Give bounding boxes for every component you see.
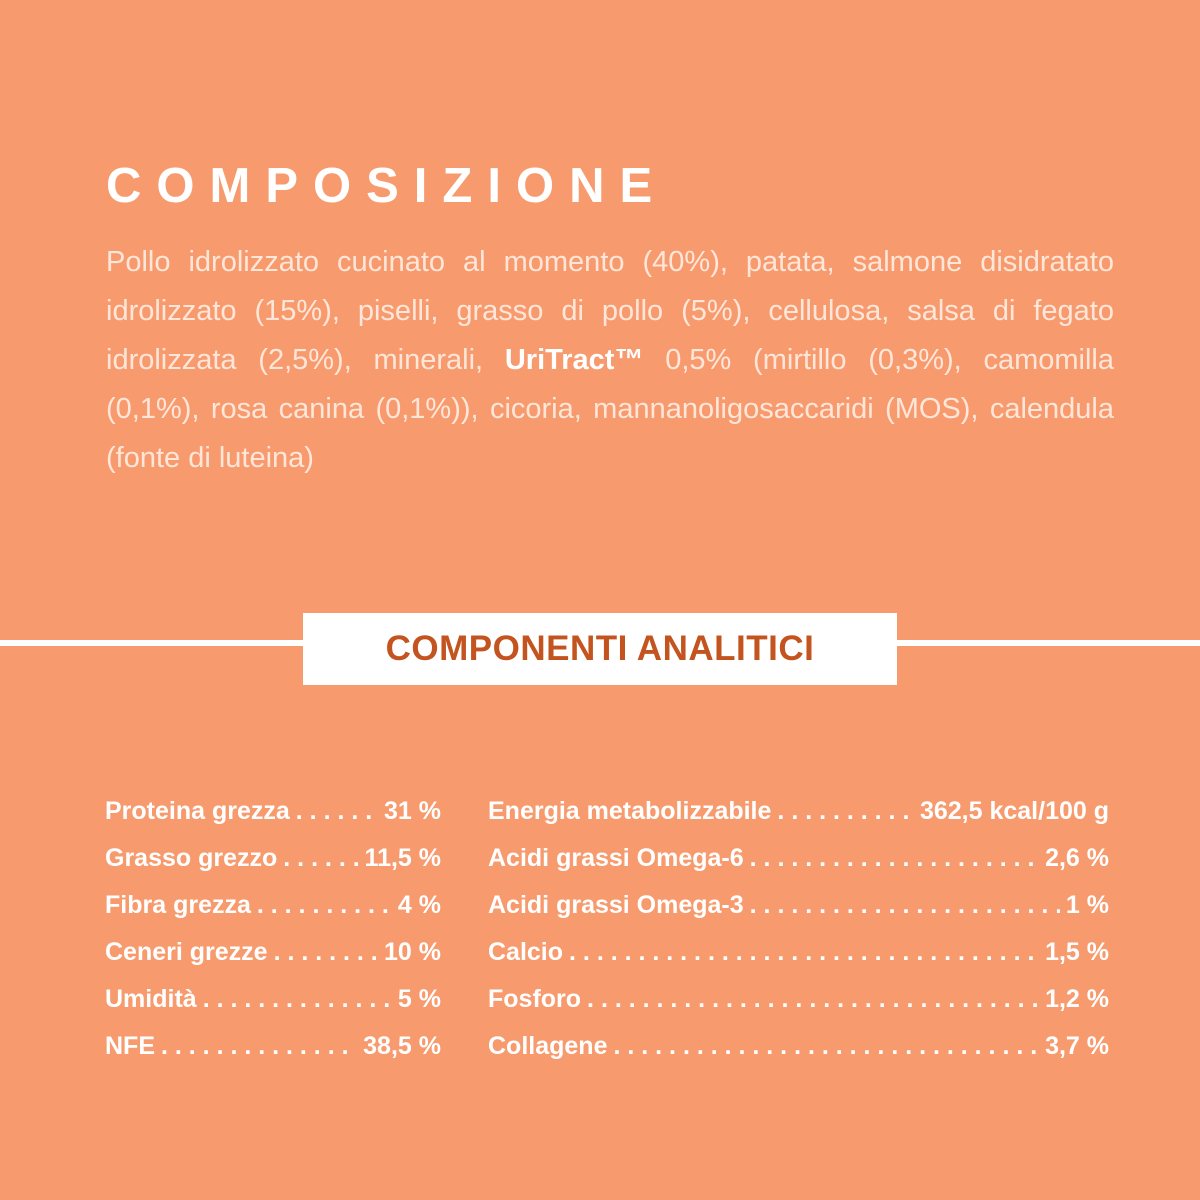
analytic-label: Grasso grezzo: [105, 844, 278, 872]
analytic-value: 3,7 %: [1045, 1032, 1109, 1060]
dot-leader: [587, 985, 1039, 1014]
composition-text-after: 0,5% (mirtillo (0,3%), camomilla (0,1%),…: [106, 344, 1114, 474]
analytic-label: Proteina grezza: [105, 797, 290, 825]
dot-leader: [257, 891, 392, 920]
analytic-value: 4 %: [397, 891, 441, 919]
analytic-value: 10 %: [384, 938, 441, 966]
analytic-row: Fibra grezza 4 %: [105, 891, 441, 938]
composition-text-before: Pollo idrolizzato cucinato al momento (4…: [106, 246, 1114, 376]
analytic-value: 1,5 %: [1045, 938, 1109, 966]
dot-leader: [750, 844, 1039, 873]
dot-leader: [274, 938, 378, 967]
analytic-value: 38,5 %: [363, 1032, 441, 1060]
analytic-value: 1,2 %: [1045, 985, 1109, 1013]
dot-leader: [296, 797, 378, 826]
dot-leader: [569, 938, 1039, 967]
analytic-row: Proteina grezza 31 %: [105, 797, 441, 844]
dot-leader: [161, 1032, 357, 1061]
dot-leader: [283, 844, 358, 873]
analytic-label: Calcio: [488, 938, 564, 966]
analytic-row: Ceneri grezze 10 %: [105, 938, 441, 985]
analytic-row: Energia metabolizzabile 362,5 kcal/100 g: [488, 797, 1109, 844]
analytic-value: 1 %: [1065, 891, 1109, 919]
composition-brand: UriTract™: [504, 344, 644, 376]
analytics-title: COMPONENTI ANALITICI: [385, 629, 815, 668]
analytic-value: 362,5 kcal/100 g: [919, 797, 1109, 825]
analytic-label: Energia metabolizzabile: [488, 797, 772, 825]
analytics-left-column: Proteina grezza31 % Grasso grezzo11,5 % …: [105, 797, 441, 1079]
analytic-row: NFE 38,5 %: [105, 1032, 441, 1079]
analytics-title-box: COMPONENTI ANALITICI: [303, 613, 897, 685]
analytic-label: Collagene: [488, 1032, 608, 1060]
analytic-row: Fosforo 1,2 %: [488, 985, 1109, 1032]
analytic-row: Collagene 3,7 %: [488, 1032, 1109, 1079]
analytic-value: 11,5 %: [364, 844, 441, 872]
dot-leader: [203, 985, 392, 1014]
analytic-value: 5 %: [397, 985, 441, 1013]
analytic-row: Acidi grassi Omega-6 2,6 %: [488, 844, 1109, 891]
composition-text: Pollo idrolizzato cucinato al momento (4…: [106, 238, 1114, 483]
analytic-row: Umidità 5 %: [105, 985, 441, 1032]
analytic-label: Acidi grassi Omega-3: [488, 891, 744, 919]
analytic-label: Fibra grezza: [105, 891, 251, 919]
analytic-row: Grasso grezzo 11,5 %: [105, 844, 441, 891]
analytic-label: Umidità: [105, 985, 197, 1013]
analytic-row: Calcio 1,5 %: [488, 938, 1109, 985]
analytic-value: 31 %: [384, 797, 441, 825]
analytics-right-column: Energia metabolizzabile362,5 kcal/100 g …: [488, 797, 1109, 1079]
analytic-value: 2,6 %: [1045, 844, 1109, 872]
dot-leader: [777, 797, 914, 826]
analytic-label: Acidi grassi Omega-6: [488, 844, 744, 872]
analytic-label: NFE: [105, 1032, 155, 1060]
dot-leader: [613, 1032, 1039, 1061]
analytic-label: Fosforo: [488, 985, 582, 1013]
dot-leader: [750, 891, 1060, 920]
composition-title: COMPOSIZIONE: [106, 159, 668, 213]
analytic-label: Ceneri grezze: [105, 938, 268, 966]
analytic-row: Acidi grassi Omega-3 1 %: [488, 891, 1109, 938]
